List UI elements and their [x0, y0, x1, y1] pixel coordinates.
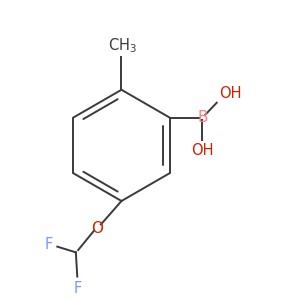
Text: F: F	[73, 281, 81, 296]
Text: B: B	[197, 110, 208, 125]
Text: OH: OH	[220, 86, 242, 101]
Text: OH: OH	[191, 143, 214, 158]
Text: CH$_3$: CH$_3$	[108, 36, 136, 55]
Text: F: F	[45, 237, 53, 252]
Text: O: O	[91, 220, 103, 236]
